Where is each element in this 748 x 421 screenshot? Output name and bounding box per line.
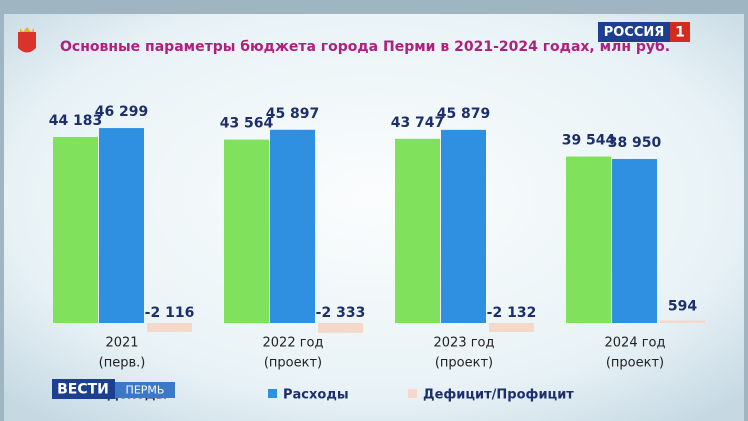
program-overlay: ВЕСТИ ПЕРМЬ [52,379,175,399]
legend-label: Дефицит/Профицит [423,388,574,403]
value-label: -2 116 [145,305,195,321]
bar [270,129,315,323]
legend-swatch [408,389,417,398]
value-label: 44 183 [49,113,103,129]
value-label: 43 747 [391,115,445,131]
bar [395,138,440,323]
x-tick-label: (проект) [606,356,664,371]
bar [489,323,534,332]
program-name: ВЕСТИ [57,382,109,398]
channel-box [598,22,670,42]
city-emblem [18,27,36,53]
channel-name: РОССИЯ [604,25,665,40]
value-label: 45 879 [437,106,491,122]
x-tick-label: 2022 год [263,336,324,351]
channel-logo: РОССИЯ 1 [598,22,690,42]
x-tick-label: 2023 год [434,336,495,351]
bar [660,320,705,323]
value-label: 45 897 [266,106,320,122]
chart-title: Основные параметры бюджета города Перми … [60,39,670,55]
value-label: 39 544 [562,133,616,149]
region-box [115,382,175,398]
channel-number-box [670,22,690,42]
x-tick-label: (проект) [264,356,322,371]
legend-swatch [268,389,277,398]
bar [99,128,144,323]
bar [441,129,486,323]
bar [53,136,98,323]
x-tick-label: 2021 [105,336,138,351]
x-tick-label: (перв.) [99,356,146,371]
bar [318,323,363,333]
bar [224,139,269,323]
value-label: 38 950 [608,135,662,151]
value-label: -2 333 [316,305,366,321]
value-label: 46 299 [95,104,149,120]
bar [566,156,611,323]
x-tick-label: (проект) [435,356,493,371]
value-label: 43 564 [220,116,274,132]
program-box [52,379,115,399]
value-label: 594 [668,298,697,314]
bar [612,159,657,323]
channel-number: 1 [675,25,685,41]
legend-label: Расходы [283,388,349,403]
region-name: ПЕРМЬ [126,384,165,397]
value-label: -2 132 [487,305,537,321]
bar [147,323,192,332]
x-tick-label: 2024 год [605,336,666,351]
